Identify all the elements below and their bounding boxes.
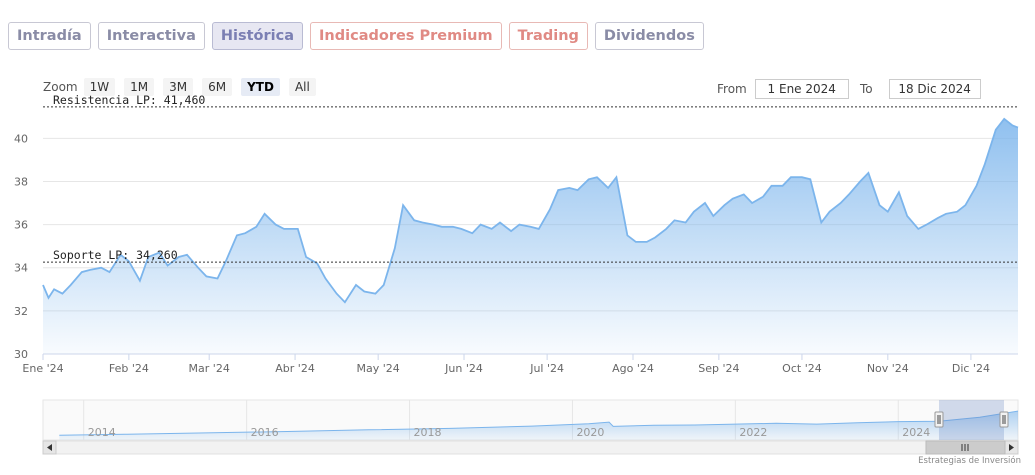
navigator-selection[interactable] [938, 400, 1004, 440]
navigator-tick-label: 2024 [902, 426, 930, 439]
tab-trading[interactable]: Trading [508, 22, 588, 50]
y-tick-label: 36 [14, 219, 28, 232]
y-axis: 30 32 34 36 38 40 [14, 132, 28, 361]
y-tick-label: 32 [14, 305, 28, 318]
credit-text: Estrategias de Inversión [918, 456, 1021, 466]
range-from: From [717, 79, 849, 99]
series-area [43, 118, 1018, 355]
tab-interactiva[interactable]: Interactiva [97, 22, 205, 50]
zoom-label: Zoom [43, 80, 78, 94]
navigator-tick-label: 2022 [739, 426, 767, 439]
x-tick-label: Oct '24 [782, 362, 822, 375]
range-to-input[interactable] [888, 79, 981, 99]
zoom-1w-button[interactable]: 1W [83, 78, 116, 96]
range-from-input[interactable] [754, 79, 849, 99]
x-tick-label: Dic '24 [952, 362, 990, 375]
y-tick-label: 30 [14, 348, 28, 361]
x-tick-label: Abr '24 [275, 362, 315, 375]
range-to: To [860, 79, 981, 99]
tab-indicadores-premium[interactable]: Indicadores Premium [310, 22, 502, 50]
zoom-all-button[interactable]: All [288, 78, 316, 96]
x-tick-label: Jul '24 [529, 362, 564, 375]
series-line [42, 117, 1019, 304]
x-tick-label: May '24 [357, 362, 400, 375]
y-tick-label: 40 [14, 132, 28, 145]
x-tick-label: Feb '24 [109, 362, 149, 375]
x-tick-label: Sep '24 [698, 362, 739, 375]
reference-lines: Resistencia LP: 41,460 Soporte LP: 34,260 [43, 93, 1018, 263]
zoom-6m-button[interactable]: 6M [202, 78, 233, 96]
y-tick-label: 34 [14, 262, 28, 275]
zoom-ytd-button[interactable]: YTD [241, 78, 280, 96]
scroll-right-arrow-icon [1009, 444, 1014, 451]
x-axis: Ene '24 Feb '24 Mar '24 Abr '24 May '24 Jun '… [22, 353, 1018, 375]
navigator-tick-label: 2014 [88, 426, 116, 439]
reference-label: Resistencia LP: 41,460 [53, 93, 205, 107]
scrollbar[interactable] [42, 440, 1019, 455]
zoom-1m-button[interactable]: 1M [124, 78, 155, 96]
tab-intradia[interactable]: Intradía [8, 22, 91, 50]
scrollbar-track[interactable] [42, 440, 1019, 455]
navigator-left-handle[interactable] [934, 411, 944, 428]
navigator-line [59, 410, 1019, 436]
navigator-area [59, 411, 1019, 440]
zoom-3m-button[interactable]: 3M [163, 78, 194, 96]
x-tick-label: Jun '24 [444, 362, 483, 375]
tab-bar: Intradía Interactiva Histórica Indicador… [8, 22, 704, 50]
zoom-selector: Zoom 1W 1M 3M 6M YTD All [43, 78, 325, 96]
navigator-handles[interactable] [934, 411, 1009, 428]
range-to-label: To [860, 82, 873, 96]
navigator-tick-label: 2018 [414, 426, 442, 439]
navigator[interactable]: 2014 2016 2018 2020 2022 2024 [42, 399, 1019, 441]
handle-body [934, 411, 944, 428]
x-tick-label: Ago '24 [612, 362, 654, 375]
y-tick-label: 38 [14, 175, 28, 188]
x-tick-label: Nov '24 [867, 362, 909, 375]
reference-label: Soporte LP: 34,260 [53, 248, 178, 262]
navigator-tick-label: 2016 [251, 426, 279, 439]
scrollbar-grip-icon [961, 444, 969, 451]
navigator-right-handle[interactable] [999, 411, 1009, 428]
scroll-left-arrow-icon [47, 444, 52, 451]
tab-dividendos[interactable]: Dividendos [594, 22, 704, 50]
range-from-label: From [717, 82, 747, 96]
tab-historica[interactable]: Histórica [211, 22, 304, 50]
navigator-labels: 2014 2016 2018 2020 2022 2024 [88, 426, 931, 439]
handle-body [999, 411, 1009, 428]
navigator-tick-label: 2020 [576, 426, 604, 439]
x-tick-label: Mar '24 [189, 362, 230, 375]
x-tick-label: Ene '24 [22, 362, 63, 375]
